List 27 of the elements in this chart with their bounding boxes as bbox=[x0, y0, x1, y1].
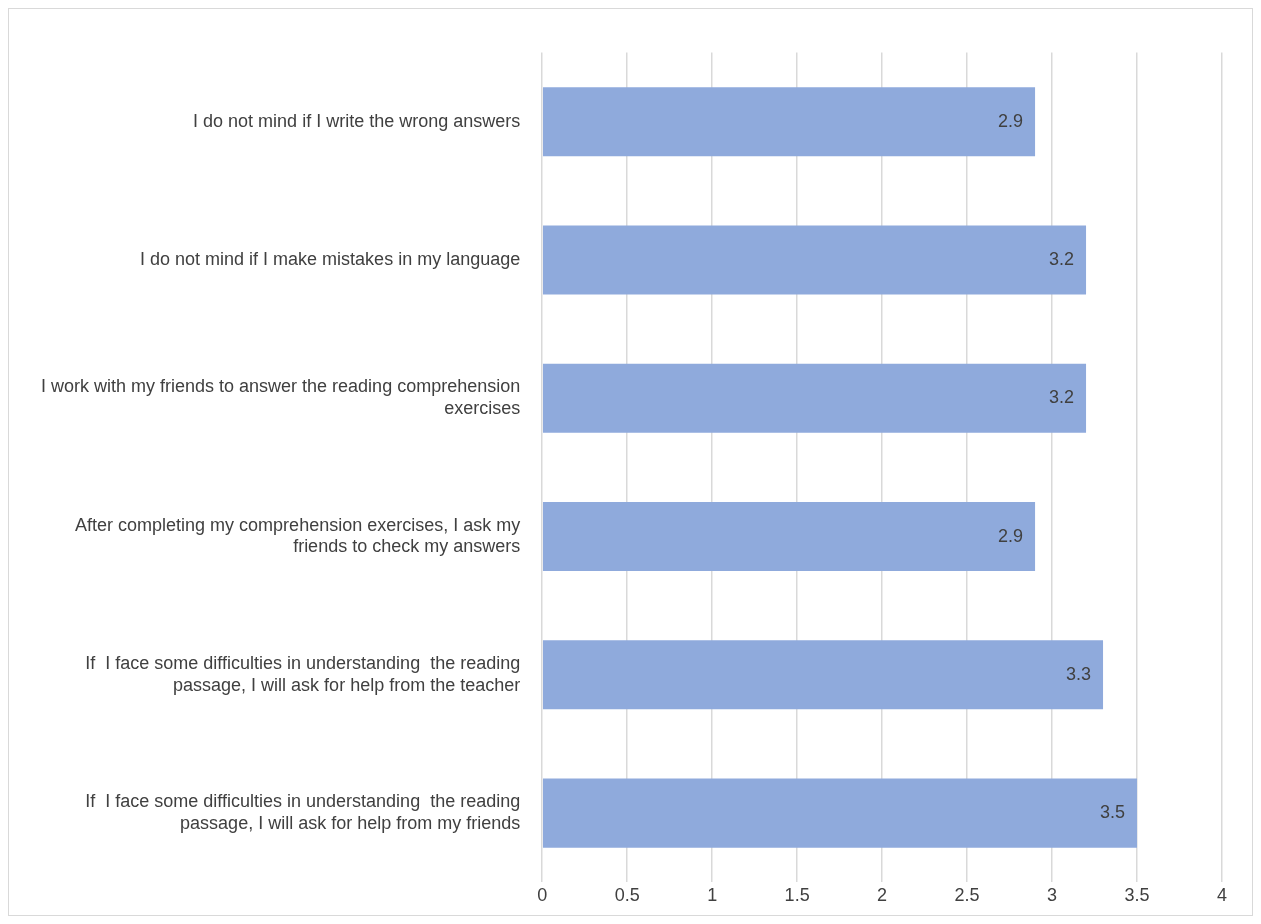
y-tick-label: I do not mind if I make mistakes in my language bbox=[140, 248, 521, 269]
y-tick-label: After completing my comprehension exercises, I ask my friends to check my answers bbox=[75, 514, 521, 557]
data-label: 3.5 bbox=[1100, 802, 1126, 823]
x-tick-label: 0.5 bbox=[614, 884, 640, 905]
x-tick-label: 1.5 bbox=[784, 884, 810, 905]
x-tick-label: 1 bbox=[707, 884, 718, 905]
x-tick-label: 3.5 bbox=[1124, 884, 1150, 905]
bar bbox=[542, 225, 1087, 295]
bar bbox=[542, 778, 1138, 848]
x-tick-label: 2.5 bbox=[954, 884, 980, 905]
data-label: 3.2 bbox=[1049, 248, 1075, 269]
bar bbox=[542, 363, 1087, 433]
bar bbox=[542, 87, 1036, 157]
y-tick-label: I do not mind if I write the wrong answers bbox=[193, 110, 521, 131]
x-tick-label: 3 bbox=[1047, 884, 1058, 905]
y-tick-label: I work with my friends to answer the reading comprehension exercises bbox=[40, 376, 521, 419]
x-tick-label: 0 bbox=[537, 884, 548, 905]
x-tick-label: 4 bbox=[1216, 884, 1228, 905]
data-label: 3.3 bbox=[1066, 663, 1092, 684]
y-tick-label: If I face some difficulties in understanding the reading passage, I will ask for help from my friends bbox=[85, 791, 521, 833]
bar bbox=[542, 501, 1036, 572]
y-tick-label: If I face some difficulties in understanding the reading passage, I will ask for help from the teacher bbox=[85, 652, 521, 695]
bar bbox=[542, 640, 1104, 710]
data-label: 2.9 bbox=[998, 525, 1024, 546]
data-label: 2.9 bbox=[998, 110, 1024, 131]
data-label: 3.2 bbox=[1049, 387, 1075, 408]
x-tick-label: 2 bbox=[877, 884, 888, 905]
